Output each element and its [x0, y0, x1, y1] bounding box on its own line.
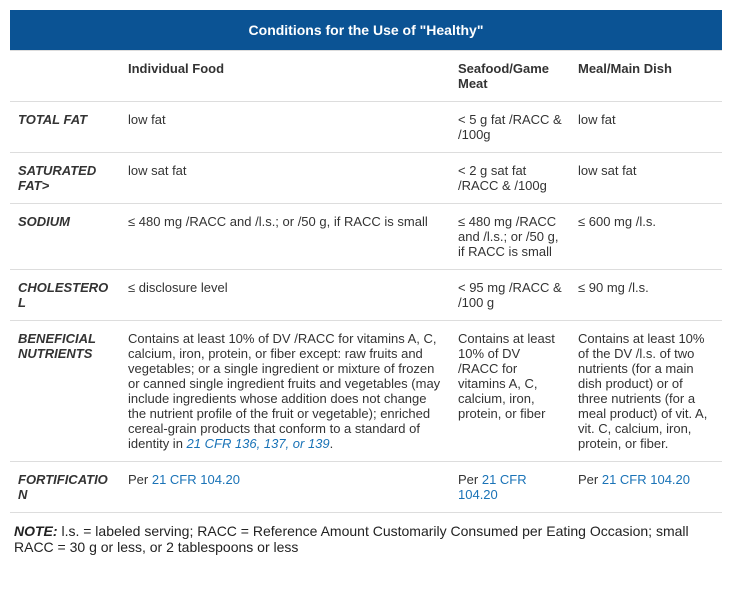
note-lead: NOTE:: [14, 523, 58, 539]
cell-individual: low fat: [120, 102, 450, 153]
text: Contains at least 10% of DV /RACC for vi…: [128, 331, 440, 451]
col-header-blank: [10, 51, 120, 102]
col-header-individual: Individual Food: [120, 51, 450, 102]
cell-meal: low fat: [570, 102, 722, 153]
col-header-meal: Meal/Main Dish: [570, 51, 722, 102]
cfr-link[interactable]: 21 CFR 104.20: [152, 472, 240, 487]
row-label: TOTAL FAT: [10, 102, 120, 153]
cell-meal: Contains at least 10% of the DV /l.s. of…: [570, 321, 722, 462]
cell-seafood: < 2 g sat fat /RACC & /100g: [450, 153, 570, 204]
table-row: FORTIFICATION Per 21 CFR 104.20 Per 21 C…: [10, 462, 722, 513]
table-row: SATURATED FAT> low sat fat < 2 g sat fat…: [10, 153, 722, 204]
col-header-seafood: Seafood/Game Meat: [450, 51, 570, 102]
cell-meal: low sat fat: [570, 153, 722, 204]
row-label: SATURATED FAT>: [10, 153, 120, 204]
cfr-link[interactable]: 21 CFR 104.20: [602, 472, 690, 487]
cell-seafood: < 95 mg /RACC & /100 g: [450, 270, 570, 321]
row-label: FORTIFICATION: [10, 462, 120, 513]
text: Per: [578, 472, 602, 487]
cell-individual: ≤ disclosure level: [120, 270, 450, 321]
cell-individual: Contains at least 10% of DV /RACC for vi…: [120, 321, 450, 462]
row-label: BENEFICIAL NUTRIENTS: [10, 321, 120, 462]
cell-seafood: < 5 g fat /RACC & /100g: [450, 102, 570, 153]
cell-meal: ≤ 600 mg /l.s.: [570, 204, 722, 270]
row-label: CHOLESTEROL: [10, 270, 120, 321]
cell-individual: low sat fat: [120, 153, 450, 204]
text: Per: [128, 472, 152, 487]
table-title-row: Conditions for the Use of "Healthy": [10, 10, 722, 51]
cell-seafood: ≤ 480 mg /RACC and /l.s.; or /50 g, if R…: [450, 204, 570, 270]
table-row: SODIUM ≤ 480 mg /RACC and /l.s.; or /50 …: [10, 204, 722, 270]
cell-seafood: Contains at least 10% of DV /RACC for vi…: [450, 321, 570, 462]
row-label: SODIUM: [10, 204, 120, 270]
cell-seafood: Per 21 CFR 104.20: [450, 462, 570, 513]
cell-meal: ≤ 90 mg /l.s.: [570, 270, 722, 321]
text: Per: [458, 472, 482, 487]
table-row: TOTAL FAT low fat < 5 g fat /RACC & /100…: [10, 102, 722, 153]
cell-individual: Per 21 CFR 104.20: [120, 462, 450, 513]
table-title: Conditions for the Use of "Healthy": [10, 10, 722, 51]
cell-individual: ≤ 480 mg /RACC and /l.s.; or /50 g, if R…: [120, 204, 450, 270]
table-header-row: Individual Food Seafood/Game Meat Meal/M…: [10, 51, 722, 102]
healthy-conditions-table: Conditions for the Use of "Healthy" Indi…: [10, 10, 722, 513]
table-row: BENEFICIAL NUTRIENTS Contains at least 1…: [10, 321, 722, 462]
cell-meal: Per 21 CFR 104.20: [570, 462, 722, 513]
note-text: l.s. = labeled serving; RACC = Reference…: [14, 523, 689, 555]
cfr-link[interactable]: 21 CFR 136, 137, or 139: [187, 436, 330, 451]
footnote: NOTE: l.s. = labeled serving; RACC = Ref…: [10, 513, 722, 559]
text: .: [330, 436, 334, 451]
table-container: Conditions for the Use of "Healthy" Indi…: [10, 10, 722, 559]
table-row: CHOLESTEROL ≤ disclosure level < 95 mg /…: [10, 270, 722, 321]
